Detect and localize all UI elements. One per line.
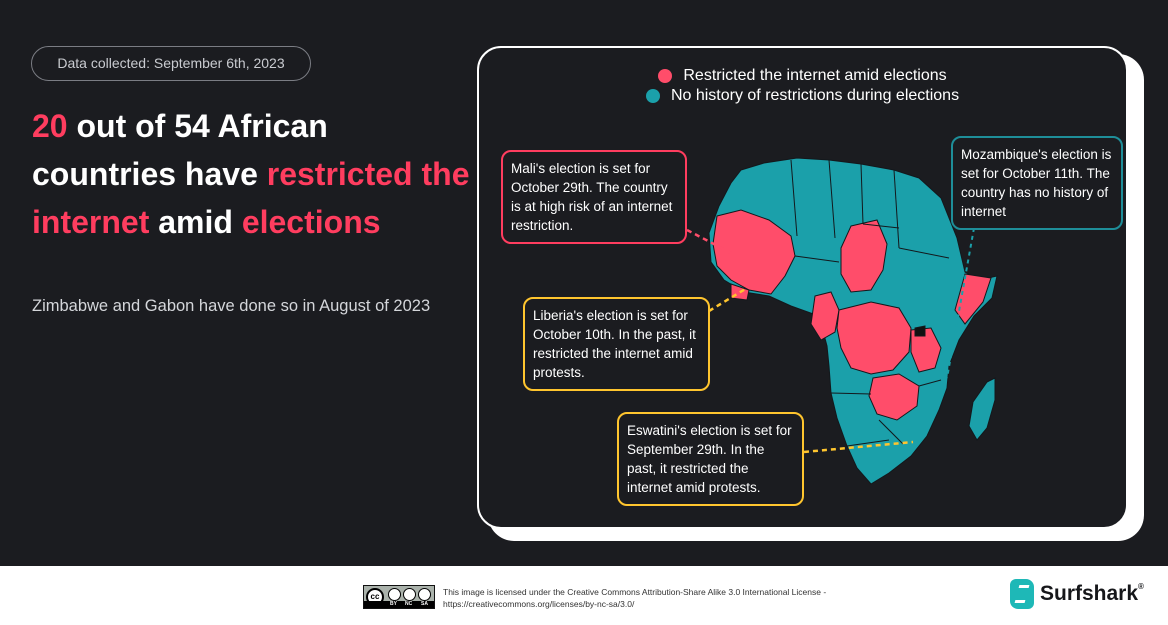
infographic-area: Data collected: September 6th, 2023 20 o… (31, 46, 1144, 541)
brand-mark: ® (1138, 582, 1144, 591)
africa-map (686, 157, 998, 485)
region-mauritania-mali (712, 209, 796, 295)
callout-liberia: Liberia's election is set for October 10… (523, 297, 710, 391)
headline-highlight2: elections (241, 204, 381, 240)
brand-name-text: Surfshark (1040, 582, 1139, 605)
region-tanzania (910, 327, 942, 373)
headline-count: 20 (32, 108, 68, 144)
legend-swatch-no-history (645, 89, 660, 103)
by-icon (388, 588, 401, 601)
surfshark-logo-icon (1010, 579, 1034, 609)
cc-by-label: BY (390, 601, 397, 607)
legend-swatch-restricted (658, 69, 673, 83)
legend-label-no-history: No history of restrictions during electi… (670, 87, 960, 104)
cc-license-badge[interactable]: cc BY NC SA (363, 585, 435, 609)
data-collected-badge: Data collected: September 6th, 2023 (31, 46, 311, 81)
eswatini-leader (803, 440, 914, 454)
legend-item-no-history: No history of restrictions during electi… (479, 86, 1126, 106)
brand-name: Surfshark® (1040, 582, 1144, 606)
region-zambia-zimbabwe (868, 373, 920, 421)
madagascar (968, 377, 996, 441)
callout-eswatini: Eswatini's election is set for September… (617, 412, 804, 506)
legend-item-restricted: Restricted the internet amid elections (479, 66, 1126, 86)
headline-part1: out of 54 African countries have (32, 108, 328, 192)
map-card: Restricted the internet amid elections N… (477, 46, 1128, 529)
region-drc (836, 301, 912, 375)
callout-mozambique: Mozambique's election is set for October… (951, 136, 1123, 230)
legend: Restricted the internet amid elections N… (479, 66, 1126, 106)
mozambique-leader (946, 227, 975, 379)
legend-label-restricted: Restricted the internet amid elections (683, 67, 947, 84)
callout-mali: Mali's election is set for October 29th.… (501, 150, 687, 244)
region-sudan-chad (840, 219, 888, 293)
footer: cc BY NC SA This image is licensed under… (0, 566, 1168, 625)
cc-label-strip (364, 601, 434, 608)
license-text: This image is licensed under the Creativ… (443, 587, 827, 609)
cc-nc-label: NC (405, 601, 413, 607)
headline-part2: amid (149, 204, 242, 240)
liberia-leader (708, 286, 748, 313)
cc-sa-label: SA (421, 601, 428, 607)
nc-icon (403, 588, 416, 601)
sa-icon (418, 588, 431, 601)
region-burundi (914, 325, 926, 337)
subtitle: Zimbabwe and Gabon have done so in Augus… (32, 297, 431, 315)
headline: 20 out of 54 African countries have rest… (32, 102, 472, 246)
surfshark-logo: Surfshark® (1010, 579, 1144, 609)
country-borders (790, 159, 950, 447)
region-cameroon-gabon (810, 291, 840, 341)
headline-highlight1: restricted the internet (32, 156, 470, 240)
